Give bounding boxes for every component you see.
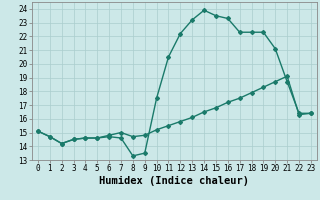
X-axis label: Humidex (Indice chaleur): Humidex (Indice chaleur) [100,176,249,186]
